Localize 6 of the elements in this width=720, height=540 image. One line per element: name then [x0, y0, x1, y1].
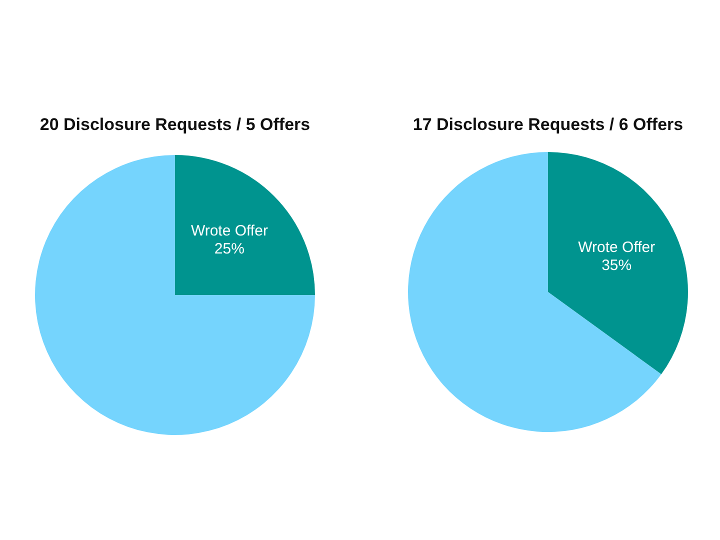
chart-title: 17 Disclosure Requests / 6 Offers	[412, 115, 684, 135]
data-label: 25%	[214, 240, 244, 258]
chart-title: 20 Disclosure Requests / 5 Offers	[38, 115, 312, 135]
slice-label: Wrote Offer	[190, 222, 268, 240]
data-label: 35%	[602, 257, 632, 274]
slice-label: Wrote Offer	[578, 239, 656, 256]
